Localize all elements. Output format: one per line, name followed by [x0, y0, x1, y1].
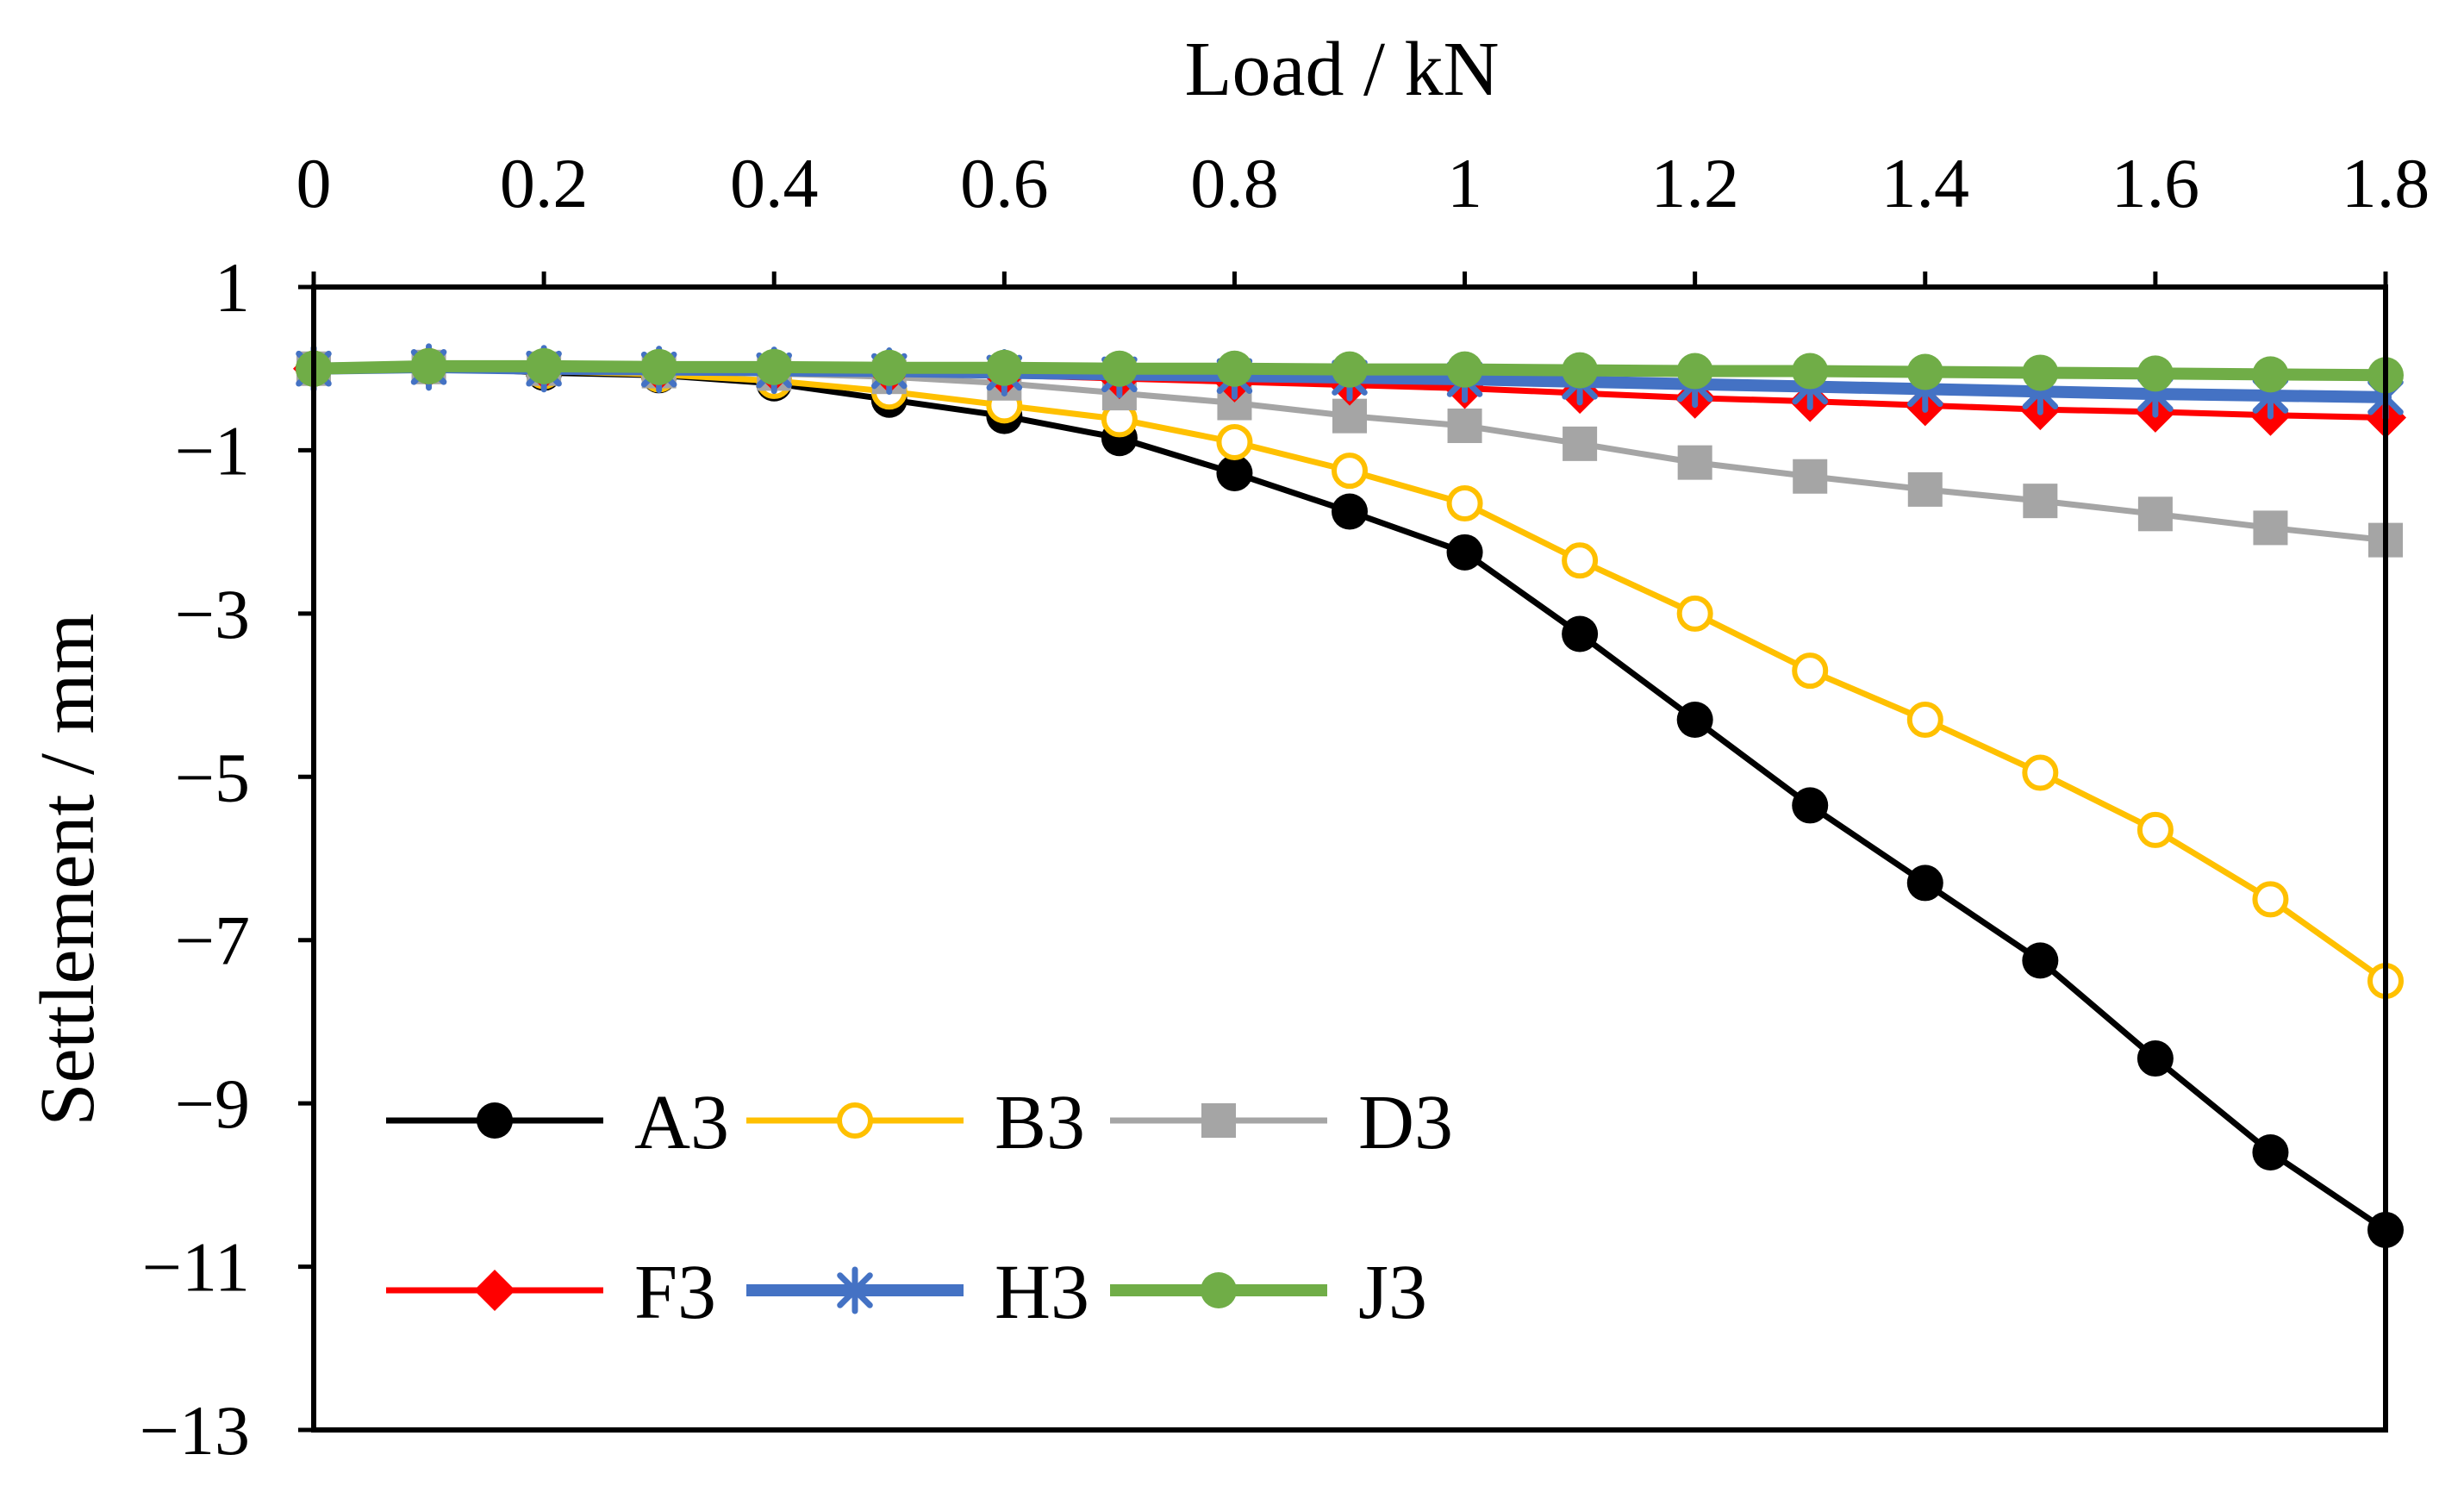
- x-tick-label: 1.8: [2342, 144, 2430, 222]
- plot-area-frame: [311, 284, 2388, 1433]
- data-point-a3: [1792, 787, 1829, 824]
- plot-series: [293, 343, 2406, 1248]
- legend-item-j3: J3: [1110, 1250, 1427, 1335]
- data-point-j3: [1676, 353, 1713, 390]
- data-point-b3: [1332, 453, 1368, 490]
- x-tick-label: 1.4: [1881, 144, 1970, 222]
- data-point-j3: [640, 348, 677, 385]
- legend-item-b3: B3: [746, 1080, 1085, 1165]
- data-point-b3: [2252, 881, 2289, 918]
- legend-swatch-marker: [837, 1266, 873, 1314]
- data-point-j3: [1216, 350, 1253, 387]
- data-point-b3: [1562, 542, 1599, 579]
- x-tick-label: 1.2: [1650, 144, 1739, 222]
- y-tick-label: −3: [175, 575, 250, 653]
- data-point-a3: [1676, 701, 1713, 738]
- y-axis-ticks: 1 −1 −3 −5 −7 −9 −11 −13: [140, 248, 314, 1470]
- legend-label: B3: [995, 1080, 1085, 1165]
- data-point-j3: [1332, 351, 1368, 388]
- x-axis-title: Load / kN: [1185, 27, 1500, 112]
- data-point-j3: [410, 347, 447, 384]
- legend-label: H3: [995, 1250, 1089, 1335]
- series-j3: [296, 347, 2404, 394]
- data-point-j3: [1562, 352, 1599, 389]
- legend-swatch-marker: [1201, 1103, 1236, 1138]
- data-point-j3: [1446, 351, 1483, 388]
- data-point-d3: [1907, 471, 1943, 507]
- legend-item-f3: F3: [386, 1250, 716, 1335]
- y-tick-label: 1: [215, 248, 250, 327]
- data-point-j3: [526, 347, 563, 384]
- data-point-j3: [756, 348, 793, 385]
- data-point-b3: [2137, 811, 2174, 848]
- data-point-a3: [1216, 454, 1253, 491]
- legend-label: J3: [1358, 1250, 1427, 1335]
- x-tick-label: 0.4: [730, 144, 819, 222]
- y-tick-label: −7: [175, 902, 250, 980]
- data-point-a3: [2252, 1133, 2289, 1171]
- data-point-d3: [1447, 409, 1482, 444]
- data-point-j3: [2022, 354, 2059, 391]
- y-tick-label: −9: [175, 1064, 250, 1143]
- data-point-d3: [2253, 510, 2288, 546]
- x-tick-label: 1: [1447, 144, 1482, 222]
- legend: A3 B3 D3 F3 H3 J3: [386, 1080, 1453, 1335]
- data-point-a3: [2137, 1040, 2174, 1077]
- data-point-d3: [1793, 459, 1828, 494]
- data-point-a3: [1446, 534, 1483, 571]
- x-axis-ticks: 0 0.2 0.4 0.6 0.8 1 1.2 1.4 1.6 1.8: [296, 144, 2430, 287]
- x-tick-label: 1.6: [2112, 144, 2200, 222]
- data-point-b3: [1676, 595, 1713, 632]
- data-point-a3: [2022, 942, 2059, 979]
- legend-item-a3: A3: [386, 1080, 729, 1165]
- data-point-d3: [2023, 484, 2058, 519]
- legend-label: A3: [634, 1080, 729, 1165]
- data-point-j3: [870, 349, 908, 386]
- legend-swatch-marker: [1201, 1272, 1237, 1308]
- x-tick-label: 0.8: [1190, 144, 1279, 222]
- data-point-j3: [1101, 350, 1138, 387]
- y-tick-label: −11: [142, 1228, 250, 1307]
- data-point-b3: [1792, 652, 1829, 690]
- series-b3: [296, 347, 2404, 1000]
- data-point-d3: [1677, 445, 1712, 480]
- data-point-j3: [986, 349, 1023, 386]
- data-point-a3: [1332, 493, 1368, 530]
- data-point-j3: [1792, 353, 1829, 390]
- data-point-d3: [1563, 426, 1598, 461]
- legend-swatch-marker: [477, 1102, 513, 1139]
- data-point-a3: [1562, 615, 1599, 652]
- legend-swatch-marker: [474, 1270, 515, 1311]
- y-axis-title: Settlement / mm: [25, 614, 110, 1127]
- data-point-b3: [1216, 423, 1253, 460]
- y-tick-label: −1: [175, 411, 250, 490]
- legend-label: D3: [1358, 1080, 1453, 1165]
- x-tick-label: 0: [296, 144, 332, 222]
- data-point-d3: [2137, 496, 2173, 532]
- data-point-j3: [1906, 353, 1943, 390]
- legend-item-d3: D3: [1110, 1080, 1453, 1165]
- data-point-j3: [2252, 356, 2289, 393]
- data-point-b3: [1906, 701, 1943, 738]
- y-tick-label: −13: [140, 1391, 250, 1470]
- legend-swatch-marker: [837, 1102, 873, 1139]
- x-tick-label: 0.6: [960, 144, 1049, 222]
- legend-item-h3: H3: [746, 1250, 1089, 1335]
- legend-label: F3: [634, 1250, 716, 1335]
- data-point-b3: [2022, 754, 2059, 791]
- x-tick-label: 0.2: [500, 144, 589, 222]
- data-point-a3: [1906, 865, 1943, 902]
- y-tick-label: −5: [175, 738, 250, 816]
- data-point-j3: [2137, 355, 2174, 392]
- data-point-b3: [1446, 484, 1483, 521]
